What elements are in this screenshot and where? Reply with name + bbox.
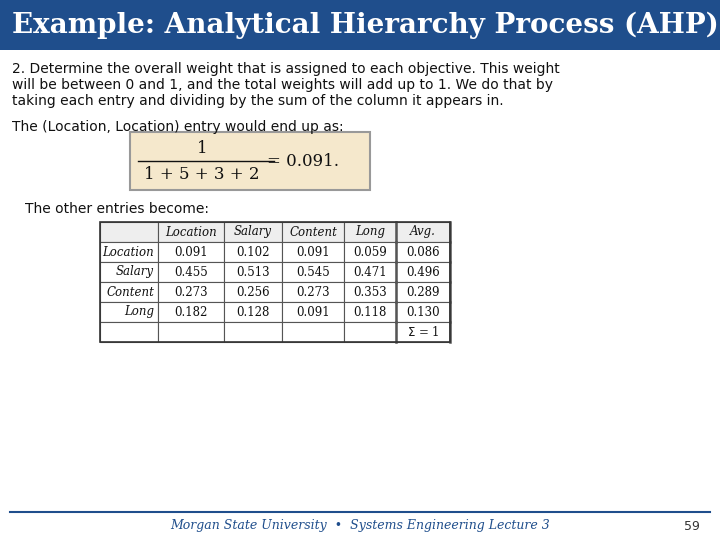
Text: The other entries become:: The other entries become: (25, 202, 209, 216)
Text: Morgan State University  •  Systems Engineering Lecture 3: Morgan State University • Systems Engine… (170, 519, 550, 532)
Bar (282, 242, 344, 262)
Bar (100, 282, 158, 302)
Text: $\Sigma$ = 1: $\Sigma$ = 1 (407, 325, 439, 339)
Bar (396, 262, 450, 282)
Text: 0.455: 0.455 (174, 266, 208, 279)
Text: Content: Content (289, 226, 337, 239)
Bar (396, 222, 450, 242)
Text: Avg.: Avg. (410, 226, 436, 239)
Bar (396, 322, 450, 342)
Bar (224, 282, 282, 302)
Text: 0.118: 0.118 (354, 306, 387, 319)
Text: 0.273: 0.273 (296, 286, 330, 299)
Bar (344, 282, 396, 302)
Text: Content: Content (106, 286, 154, 299)
Bar (100, 322, 158, 342)
Text: 2. Determine the overall weight that is assigned to each objective. This weight: 2. Determine the overall weight that is … (12, 62, 559, 76)
Bar (158, 322, 224, 342)
Text: taking each entry and dividing by the sum of the column it appears in.: taking each entry and dividing by the su… (12, 94, 503, 108)
Bar (224, 262, 282, 282)
Bar (100, 302, 158, 322)
Bar (100, 222, 158, 242)
Bar (282, 302, 344, 322)
Bar (282, 282, 344, 302)
Text: 0.513: 0.513 (236, 266, 270, 279)
Text: 0.091: 0.091 (296, 246, 330, 259)
Bar (396, 242, 450, 262)
Text: 1: 1 (197, 140, 207, 157)
Text: 0.091: 0.091 (296, 306, 330, 319)
Text: 0.130: 0.130 (406, 306, 440, 319)
Bar (158, 262, 224, 282)
Bar (344, 242, 396, 262)
Bar (396, 302, 450, 322)
Bar (282, 222, 344, 242)
Bar (344, 322, 396, 342)
Text: will be between 0 and 1, and the total weights will add up to 1. We do that by: will be between 0 and 1, and the total w… (12, 78, 553, 92)
Bar (224, 322, 282, 342)
Bar (344, 262, 396, 282)
Bar (224, 242, 282, 262)
Bar (158, 222, 224, 242)
Text: Location: Location (165, 226, 217, 239)
Bar (158, 282, 224, 302)
Bar (396, 282, 450, 302)
Text: 59: 59 (684, 519, 700, 532)
Text: 0.102: 0.102 (236, 246, 270, 259)
Text: 0.086: 0.086 (406, 246, 440, 259)
Bar (282, 262, 344, 282)
Text: 0.353: 0.353 (353, 286, 387, 299)
Bar (100, 242, 158, 262)
Bar (100, 262, 158, 282)
Text: 0.182: 0.182 (174, 306, 207, 319)
Text: 0.059: 0.059 (353, 246, 387, 259)
Bar (158, 302, 224, 322)
Text: 0.273: 0.273 (174, 286, 208, 299)
Bar (130, 132, 370, 190)
Text: Example: Analytical Hierarchy Process (AHP): Example: Analytical Hierarchy Process (A… (12, 11, 719, 39)
Text: Salary: Salary (116, 266, 154, 279)
Bar (224, 302, 282, 322)
Bar (282, 322, 344, 342)
Text: 0.471: 0.471 (354, 266, 387, 279)
Text: 0.496: 0.496 (406, 266, 440, 279)
Bar (344, 222, 396, 242)
Bar (224, 222, 282, 242)
Text: Salary: Salary (234, 226, 272, 239)
Text: The (Location, Location) entry would end up as:: The (Location, Location) entry would end… (12, 120, 343, 134)
Text: Long: Long (355, 226, 385, 239)
Text: 0.091: 0.091 (174, 246, 208, 259)
Text: = 0.091.: = 0.091. (267, 152, 339, 170)
Text: Location: Location (102, 246, 154, 259)
Text: 0.128: 0.128 (236, 306, 270, 319)
Text: 1 + 5 + 3 + 2: 1 + 5 + 3 + 2 (144, 166, 260, 183)
Bar (344, 302, 396, 322)
Text: 0.256: 0.256 (236, 286, 270, 299)
Text: 0.289: 0.289 (406, 286, 440, 299)
Bar (158, 242, 224, 262)
Text: Long: Long (124, 306, 154, 319)
Bar (0, 0, 720, 50)
Text: 0.545: 0.545 (296, 266, 330, 279)
Bar (100, 222, 450, 342)
